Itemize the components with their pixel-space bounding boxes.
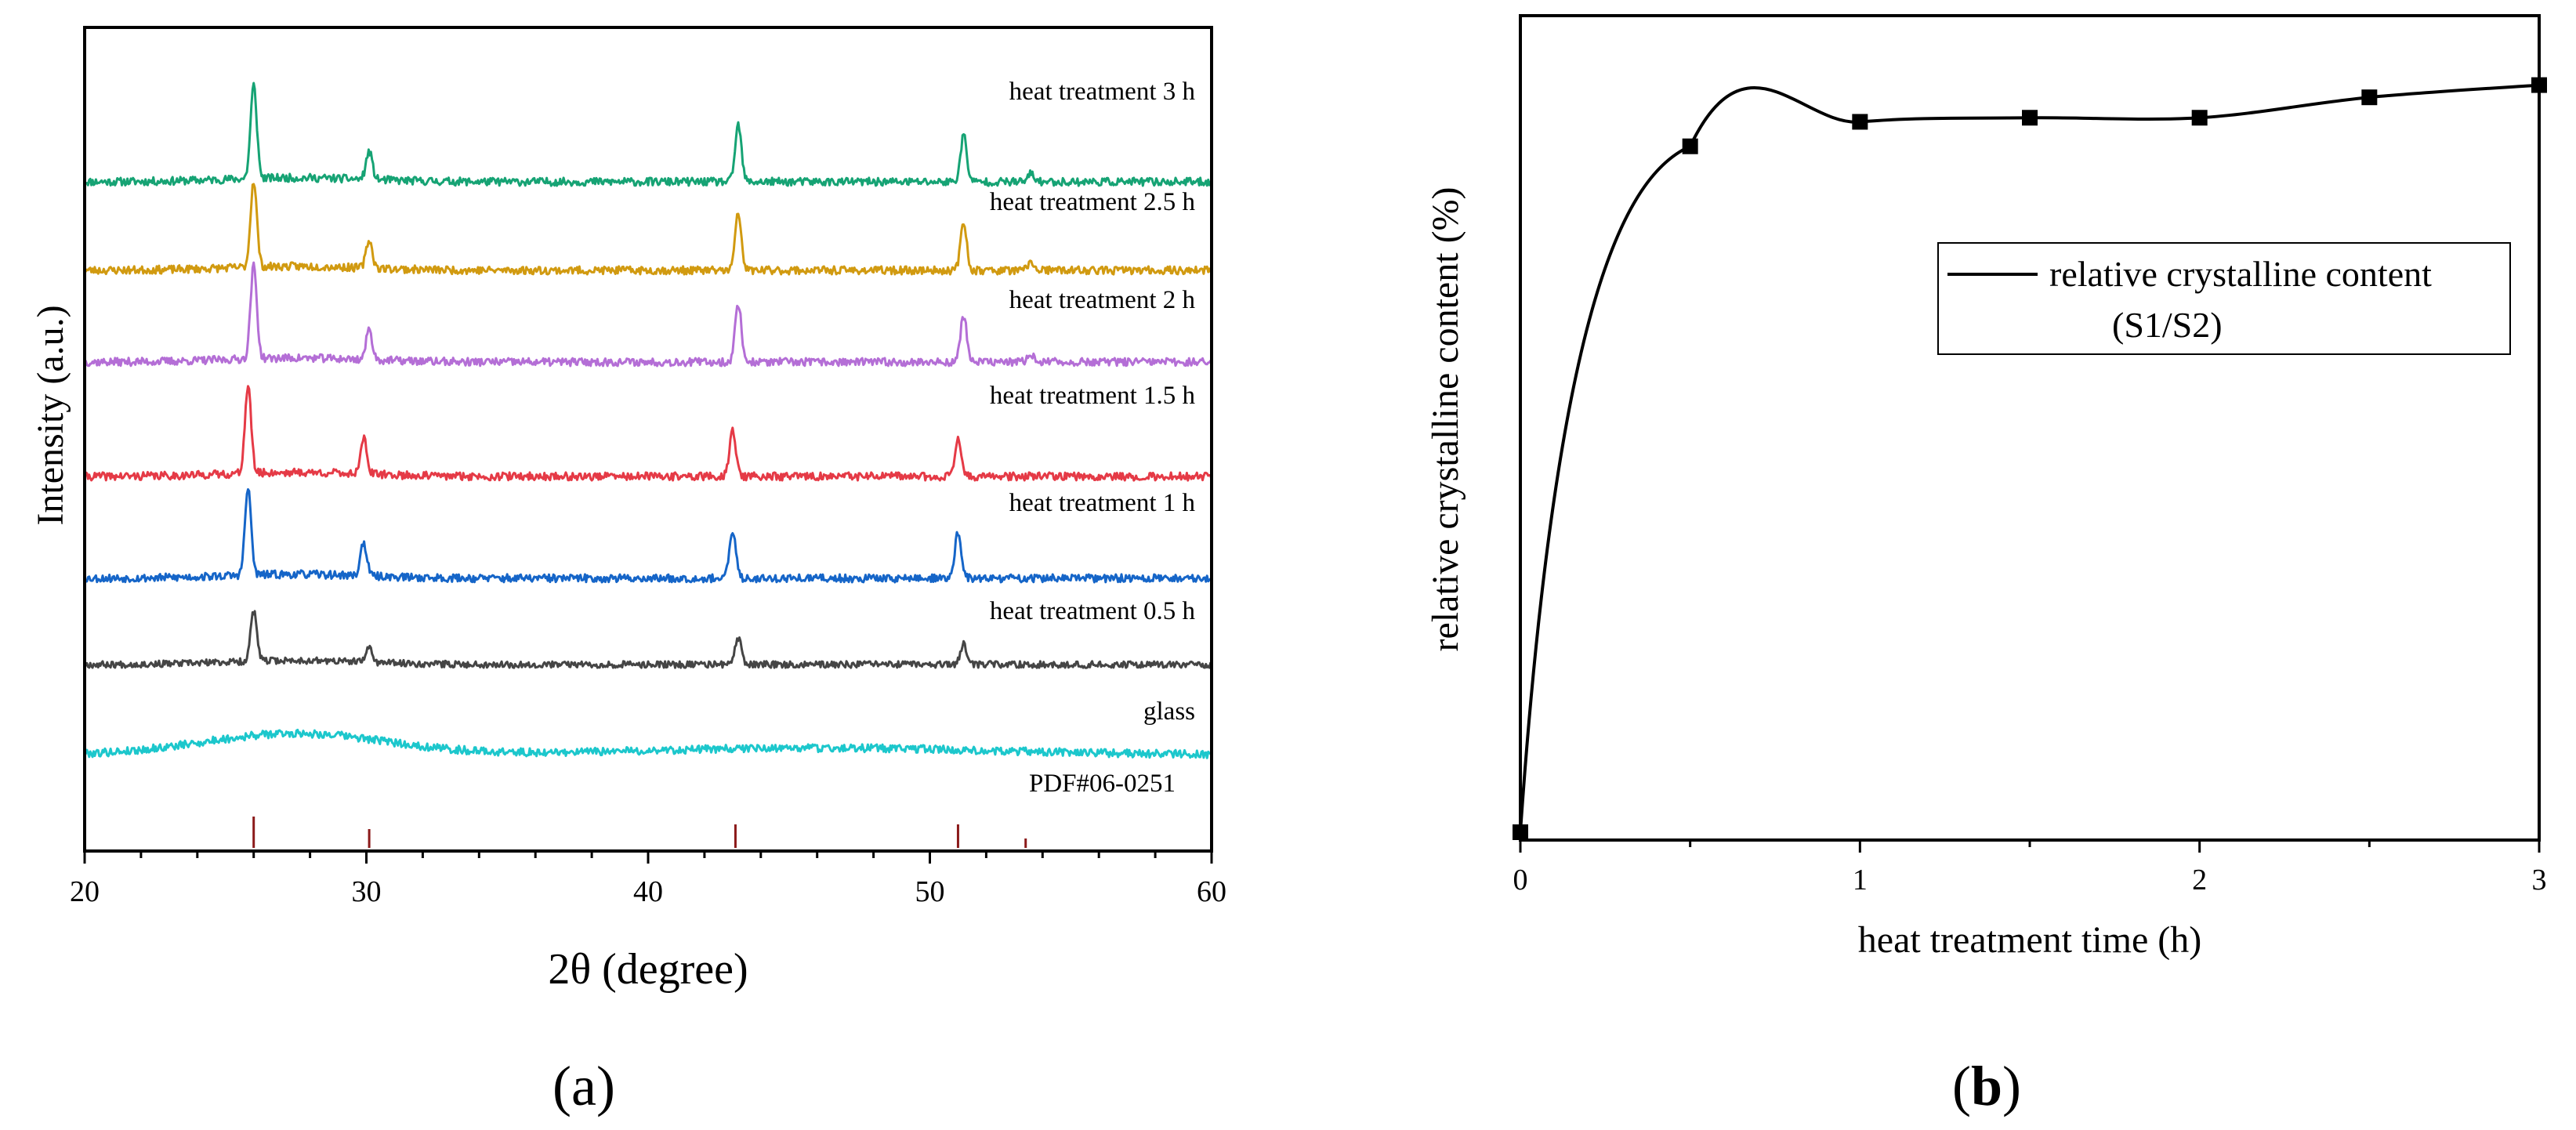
crystallinity-x-tick-label: 2 bbox=[2192, 864, 2207, 896]
crystallinity-data-point bbox=[2191, 110, 2208, 126]
reference-pattern bbox=[252, 817, 1027, 848]
xrd-x-tick-label: 20 bbox=[70, 875, 100, 908]
xrd-x-tick-label: 40 bbox=[633, 875, 663, 908]
crystallinity-panel-background bbox=[1403, 8, 2547, 980]
legend-box bbox=[1937, 242, 2511, 355]
xrd-series-label: heat treatment 2 h bbox=[1009, 286, 1196, 314]
xrd-series-label: heat treatment 1 h bbox=[1009, 489, 1196, 517]
crystallinity-x-tick-label: 1 bbox=[1853, 864, 1868, 896]
xrd-series-line bbox=[83, 728, 1213, 759]
crystallinity-x-tick-label: 3 bbox=[2532, 864, 2547, 896]
xrd-series-line bbox=[84, 610, 1213, 669]
reference-label: PDF#06-0251 bbox=[1029, 770, 1176, 798]
crystallinity-data-point bbox=[1513, 824, 1528, 840]
crystallinity-x-axis-title: heat treatment time (h) bbox=[1858, 919, 2201, 961]
xrd-series-line bbox=[83, 488, 1213, 584]
xrd-y-axis-title: Intensity (a.u.) bbox=[30, 305, 71, 525]
xrd-series-group bbox=[83, 81, 1213, 759]
crystallinity-data-point bbox=[2022, 110, 2038, 126]
xrd-x-tick-label: 30 bbox=[352, 875, 382, 908]
xrd-x-tick-label: 60 bbox=[1197, 875, 1226, 908]
xrd-x-ticks: 20 30 40 50 60 bbox=[70, 851, 1226, 908]
panel-b-letter: b bbox=[1971, 1055, 2002, 1117]
crystallinity-data-point bbox=[2361, 89, 2378, 106]
panel-a-label: (a) bbox=[553, 1055, 615, 1117]
crystallinity-panel: 0 1 2 3 relative crystalline content (S1/S2… bbox=[1403, 8, 2547, 1117]
xrd-series-line bbox=[84, 183, 1213, 276]
crystallinity-data-point bbox=[2531, 77, 2547, 93]
xrd-series-label: heat treatment 1.5 h bbox=[990, 382, 1196, 410]
legend: relative crystalline content (S1/S2) bbox=[1937, 242, 2511, 355]
xrd-series-line bbox=[83, 261, 1213, 368]
legend-label: relative crystalline content bbox=[2049, 254, 2432, 294]
crystallinity-series-group bbox=[1513, 77, 2547, 840]
crystallinity-curve bbox=[1519, 83, 2540, 833]
crystallinity-data-point bbox=[1682, 138, 1698, 154]
crystallinity-y-axis-title: relative crystalline content (%) bbox=[1425, 187, 1466, 651]
xrd-series-line bbox=[83, 385, 1213, 482]
crystallinity-x-tick-label: 0 bbox=[1513, 864, 1528, 896]
xrd-series-line bbox=[84, 81, 1213, 187]
xrd-series-label: glass bbox=[1143, 697, 1195, 726]
xrd-series-label: heat treatment 2.5 h bbox=[990, 188, 1196, 216]
crystallinity-x-ticks: 0 1 2 3 bbox=[1513, 840, 2547, 896]
xrd-series-labels: heat treatment 3 h heat treatment 2.5 h he… bbox=[990, 78, 1196, 726]
xrd-series-label: heat treatment 3 h bbox=[1009, 78, 1196, 106]
xrd-x-tick-label: 50 bbox=[915, 875, 945, 908]
crystallinity-data-point bbox=[1852, 114, 1868, 130]
legend-label-subtext: (S1/S2) bbox=[2112, 305, 2223, 345]
xrd-x-axis-title: 2θ (degree) bbox=[548, 945, 748, 994]
xrd-series-label: heat treatment 0.5 h bbox=[990, 597, 1196, 625]
panel-a-letter: a bbox=[571, 1055, 596, 1117]
panel-b-label: (b) bbox=[1952, 1055, 2021, 1117]
